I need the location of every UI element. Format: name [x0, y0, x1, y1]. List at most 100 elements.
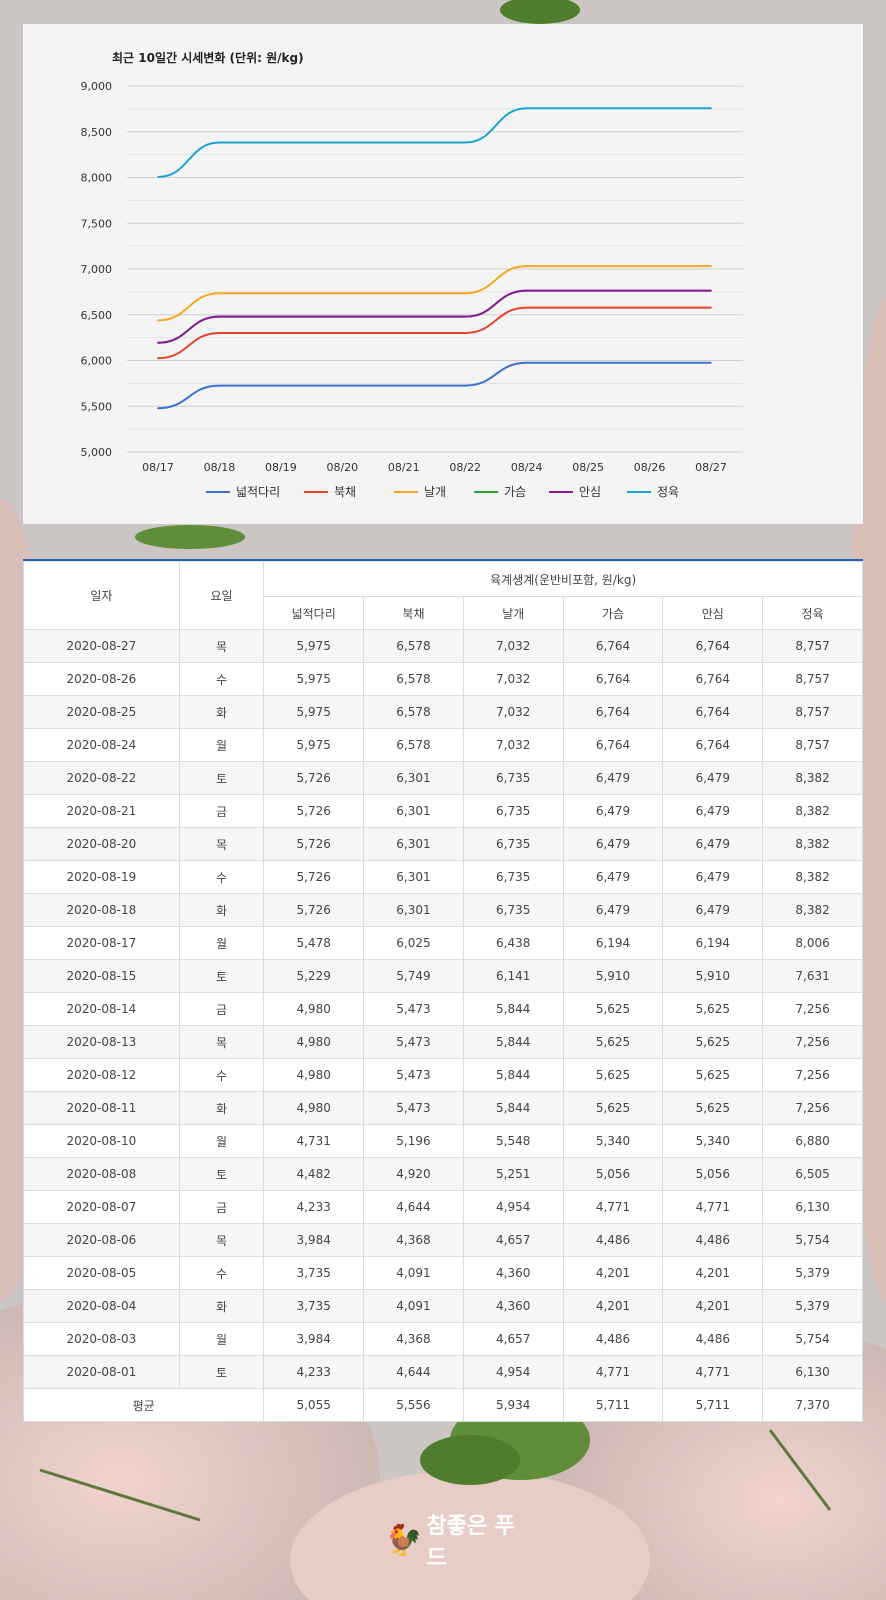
- column-header: 가슴: [562, 596, 664, 630]
- cell-date: 2020-08-06: [23, 1223, 180, 1257]
- x-tick-label: 08/26: [634, 461, 666, 474]
- cell-day: 금: [178, 794, 265, 828]
- cell-price: 4,771: [662, 1190, 764, 1224]
- cell-price: 4,920: [363, 1157, 464, 1191]
- average-row: 평균 5,055 5,556 5,934 5,711 5,711 7,370: [22, 1388, 863, 1422]
- data-point: [648, 361, 651, 364]
- cell-price: 6,438: [462, 926, 564, 960]
- legend-label: 안심: [579, 485, 601, 499]
- cell-price: 3,984: [263, 1322, 365, 1356]
- cell-price: 4,091: [363, 1256, 464, 1290]
- series-line: [157, 265, 711, 322]
- data-point: [710, 361, 712, 364]
- cell-price: 7,256: [762, 1058, 863, 1092]
- cell-price: 6,301: [363, 827, 464, 861]
- table-row: 2020-08-17 월 5,478 6,025 6,438 6,194 6,194 8,00…: [23, 926, 863, 960]
- column-header: 북채: [363, 596, 464, 630]
- table-row: 2020-08-06 목 3,984 4,368 4,657 4,486 4,486 5,75…: [23, 1223, 863, 1257]
- cell-date: 2020-08-24: [23, 728, 180, 762]
- cell-price: 6,479: [562, 827, 664, 861]
- cell-price: 4,980: [263, 1025, 365, 1059]
- cell-price: 5,726: [263, 794, 365, 828]
- data-point: [218, 384, 221, 387]
- cell-price: 6,764: [662, 695, 764, 729]
- y-tick-label: 8,000: [81, 172, 113, 185]
- data-point: [341, 292, 344, 295]
- x-tick-label: 08/25: [572, 461, 604, 474]
- cell-day: 수: [178, 662, 265, 696]
- y-tick-label: 5,500: [81, 400, 113, 413]
- cell-price: 3,735: [263, 1289, 365, 1323]
- cell-price: 5,625: [662, 992, 764, 1026]
- cell-price: 4,486: [662, 1322, 764, 1356]
- cell-price: 4,657: [462, 1322, 564, 1356]
- data-point: [710, 289, 712, 292]
- series-line: [157, 361, 712, 410]
- cell-price: 4,368: [363, 1322, 464, 1356]
- cell-price: 5,379: [762, 1256, 863, 1290]
- cell-date: 2020-08-21: [23, 794, 180, 828]
- cell-price: 5,844: [462, 1025, 564, 1059]
- cell-price: 4,980: [263, 992, 365, 1026]
- table-row: 2020-08-27 목 5,975 6,578 7,032 6,764 6,764 8,75…: [23, 629, 863, 663]
- y-tick-label: 7,500: [81, 217, 113, 230]
- cell-day: 월: [178, 728, 265, 762]
- cell-price: 4,771: [662, 1355, 764, 1389]
- data-point: [648, 289, 651, 292]
- cell-day: 목: [178, 1223, 265, 1257]
- cell-price: 8,757: [762, 728, 863, 762]
- cell-price: 7,631: [762, 959, 863, 993]
- cell-date: 2020-08-26: [23, 662, 180, 696]
- data-point: [218, 315, 221, 318]
- data-point: [710, 265, 712, 267]
- data-point: [525, 265, 528, 267]
- cell-price: 5,726: [263, 761, 365, 795]
- data-point: [341, 384, 344, 387]
- table-row: 2020-08-24 월 5,975 6,578 7,032 6,764 6,764 8,75…: [23, 728, 863, 762]
- cell-date: 2020-08-15: [23, 959, 180, 993]
- cell-price: 4,486: [562, 1223, 664, 1257]
- cell-price: 6,301: [363, 893, 464, 927]
- cell-price: 4,644: [363, 1355, 464, 1389]
- cell-price: 3,984: [263, 1223, 365, 1257]
- cell-price: 5,340: [662, 1124, 764, 1158]
- table-row: 2020-08-13 목 4,980 5,473 5,844 5,625 5,625 7,25…: [23, 1025, 863, 1059]
- cell-day: 목: [178, 629, 265, 663]
- data-point: [587, 107, 589, 110]
- data-point: [402, 332, 405, 334]
- cell-price: 5,749: [363, 959, 464, 993]
- cell-date: 2020-08-05: [23, 1256, 180, 1290]
- cell-price: 7,032: [462, 662, 564, 696]
- data-point: [157, 357, 159, 360]
- data-point: [464, 384, 467, 387]
- cell-day: 화: [178, 1091, 265, 1125]
- cell-price: 6,301: [363, 761, 464, 795]
- series-line: [157, 289, 711, 344]
- cell-date: 2020-08-04: [23, 1289, 180, 1323]
- price-table: 일자 요일 육계생계(운반비포함, 원/kg) 넓적다리 북채 날개 가슴 안심 정육 2…: [22, 561, 863, 1422]
- table-row: 2020-08-22 토 5,726 6,301 6,735 6,479 6,479 8,38…: [23, 761, 863, 795]
- cell-price: 5,340: [562, 1124, 664, 1158]
- cell-day: 수: [178, 860, 265, 894]
- data-point: [648, 107, 651, 110]
- cell-price: 5,625: [562, 992, 664, 1026]
- cell-price: 5,251: [462, 1157, 564, 1191]
- cell-day: 화: [178, 695, 265, 729]
- cell-day: 월: [178, 926, 265, 960]
- cell-day: 수: [178, 1256, 265, 1290]
- average-value: 7,370: [762, 1388, 863, 1422]
- cell-price: 5,229: [263, 959, 365, 993]
- data-point: [710, 107, 712, 110]
- y-tick-label: 9,000: [81, 80, 113, 93]
- cell-price: 5,975: [263, 728, 365, 762]
- header-group: 육계생계(운반비포함, 원/kg): [263, 561, 863, 597]
- cell-day: 토: [178, 1355, 265, 1389]
- chart-title: 최근 10일간 시세변화 (단위: 원/kg): [112, 50, 304, 65]
- average-value: 5,711: [562, 1388, 664, 1422]
- cell-price: 6,764: [562, 728, 664, 762]
- cell-price: 5,625: [662, 1091, 764, 1125]
- cell-price: 4,233: [263, 1190, 365, 1224]
- cell-price: 8,382: [762, 827, 863, 861]
- cell-price: 6,764: [662, 728, 764, 762]
- cell-price: 4,233: [263, 1355, 365, 1389]
